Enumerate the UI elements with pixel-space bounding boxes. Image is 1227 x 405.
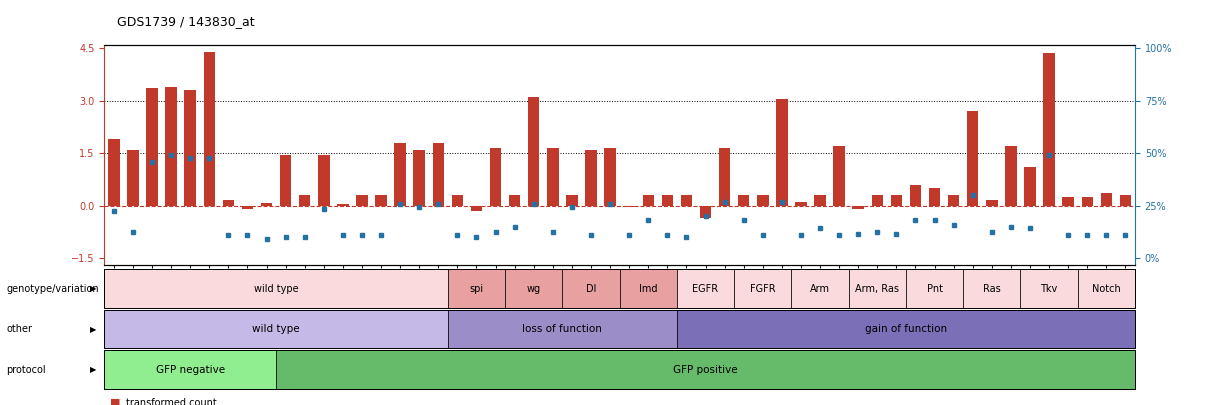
Bar (967, 111, 978, 206)
Bar (375, 195, 387, 206)
Bar (871, 195, 883, 206)
Text: wg: wg (526, 284, 541, 294)
Text: ▶: ▶ (90, 324, 96, 334)
Bar (681, 195, 692, 206)
Bar (815, 195, 826, 206)
Bar (356, 195, 368, 206)
Bar (337, 204, 348, 206)
Text: wild type: wild type (254, 284, 298, 294)
Bar (1120, 195, 1131, 206)
Bar (734, 269, 791, 308)
Bar (204, 51, 215, 206)
Bar (791, 269, 849, 308)
Bar (433, 143, 444, 206)
Text: ■: ■ (110, 398, 121, 405)
Bar (987, 200, 998, 206)
Bar (677, 310, 1135, 348)
Bar (276, 350, 1135, 389)
Bar (394, 143, 406, 206)
Bar (677, 269, 734, 308)
Text: protocol: protocol (6, 364, 45, 375)
Bar (909, 185, 921, 206)
Text: wild type: wild type (253, 324, 299, 334)
Text: Imd: Imd (639, 284, 658, 294)
Bar (146, 88, 158, 206)
Bar (280, 155, 291, 206)
Bar (104, 269, 448, 308)
Bar (849, 269, 906, 308)
Bar (661, 195, 674, 206)
Text: genotype/variation: genotype/variation (6, 284, 98, 294)
Bar (104, 310, 448, 348)
Text: Arm: Arm (810, 284, 829, 294)
Bar (562, 269, 620, 308)
Bar (528, 97, 540, 206)
Bar (1063, 197, 1074, 206)
Bar (547, 148, 558, 206)
Bar (490, 148, 502, 206)
Bar (643, 195, 654, 206)
Text: other: other (6, 324, 32, 334)
Text: Dl: Dl (585, 284, 596, 294)
Bar (906, 269, 963, 308)
Bar (1081, 197, 1093, 206)
Bar (261, 203, 272, 206)
Bar (448, 310, 677, 348)
Bar (1025, 167, 1036, 206)
Bar (566, 195, 578, 206)
Bar (1043, 53, 1055, 206)
Bar (104, 350, 276, 389)
Bar (623, 206, 634, 207)
Bar (853, 206, 864, 209)
Bar (318, 155, 330, 206)
Text: Tkv: Tkv (1040, 284, 1058, 294)
Text: GFP positive: GFP positive (674, 364, 737, 375)
Text: EGFR: EGFR (692, 284, 719, 294)
Bar (757, 195, 768, 206)
Text: transformed count: transformed count (126, 398, 217, 405)
Bar (128, 150, 139, 206)
Bar (620, 269, 677, 308)
Bar (699, 206, 712, 218)
Text: GFP negative: GFP negative (156, 364, 225, 375)
Bar (506, 269, 562, 308)
Bar (222, 200, 234, 206)
Text: Pnt: Pnt (926, 284, 942, 294)
Bar (1005, 146, 1017, 206)
Bar (948, 195, 960, 206)
Bar (108, 139, 119, 206)
Bar (184, 90, 196, 206)
Text: Ras: Ras (983, 284, 1001, 294)
Text: Notch: Notch (1092, 284, 1120, 294)
Bar (929, 188, 940, 206)
Bar (891, 195, 902, 206)
Bar (452, 195, 463, 206)
Bar (795, 202, 806, 206)
Text: ▶: ▶ (90, 365, 96, 374)
Text: Arm, Ras: Arm, Ras (855, 284, 899, 294)
Bar (963, 269, 1021, 308)
Bar (413, 150, 425, 206)
Text: spi: spi (470, 284, 483, 294)
Bar (299, 195, 310, 206)
Bar (448, 269, 506, 308)
Bar (166, 87, 177, 206)
Text: loss of function: loss of function (523, 324, 602, 334)
Bar (1101, 194, 1112, 206)
Bar (719, 148, 730, 206)
Bar (1021, 269, 1077, 308)
Bar (585, 150, 596, 206)
Text: FGFR: FGFR (750, 284, 775, 294)
Bar (777, 99, 788, 206)
Bar (509, 195, 520, 206)
Text: ▶: ▶ (90, 284, 96, 293)
Bar (605, 148, 616, 206)
Bar (1077, 269, 1135, 308)
Text: GDS1739 / 143830_at: GDS1739 / 143830_at (117, 15, 254, 28)
Bar (737, 195, 750, 206)
Bar (833, 146, 845, 206)
Bar (242, 206, 253, 209)
Text: gain of function: gain of function (865, 324, 947, 334)
Bar (471, 206, 482, 211)
